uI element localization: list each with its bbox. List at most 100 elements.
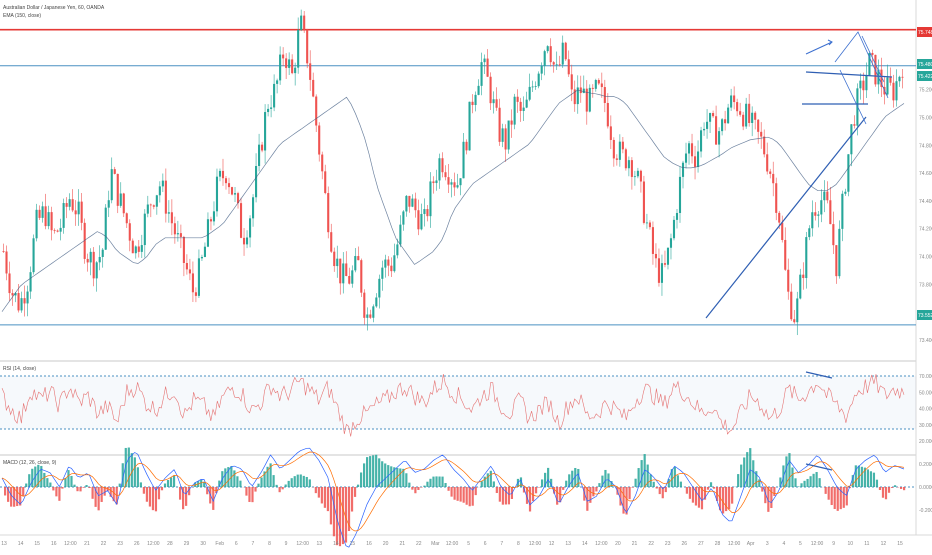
candle-body [535,86,537,87]
candle-body [886,78,888,95]
price-tick-label: 74.400 [919,199,932,205]
candle-body [228,183,230,187]
macd-histogram-bar [665,487,667,492]
candle-body [207,219,209,246]
macd-histogram-bar [251,487,253,502]
candle-body [357,256,359,260]
macd-legend-label[interactable]: MACD (12, 26, close, 9) [3,460,56,466]
candle-body [526,100,528,108]
candle-body [820,200,822,214]
time-tick-label: 12:00 [446,541,459,547]
macd-histogram-bar [55,487,57,496]
macd-histogram-bar [405,473,407,487]
macd-histogram-bar [454,487,456,500]
macd-histogram-bar [282,487,284,489]
candle-body [580,87,582,93]
candle-body [177,233,179,234]
candle-body [733,95,735,102]
candle-body [760,132,762,137]
macd-tick-label: 0.0000 [919,485,932,491]
candle-body [147,205,149,214]
candle-body [315,97,317,126]
macd-histogram-bar [656,487,658,489]
candle-body [348,276,350,284]
candle-body [387,260,389,266]
rsi-tick-label: 40.0000 [919,407,932,413]
candle-body [360,260,362,292]
macd-histogram-bar [303,476,305,487]
macd-histogram-bar [306,477,308,487]
macd-histogram-bar [333,487,335,536]
macd-histogram-bar [82,487,84,488]
candle-body [114,169,116,174]
macd-histogram-bar [873,473,875,487]
candle-body [267,109,269,112]
candle-body [339,259,341,284]
candle-body [135,246,137,253]
macd-histogram-bar [710,482,712,487]
macd-histogram-bar [200,480,202,487]
macd-histogram-bar [10,487,12,507]
candle-body [862,81,864,91]
candle-body [565,43,567,60]
macd-histogram-bar [653,482,655,487]
macd-histogram-bar [728,487,730,509]
candle-body [453,182,455,187]
macd-histogram-bar [61,487,63,489]
candle-body [369,314,371,317]
macd-histogram-bar [4,487,6,495]
candle-body [727,108,729,124]
time-tick-label: 26 [134,541,140,547]
macd-histogram-bar [137,467,139,487]
macd-histogram-bar [423,486,425,487]
macd-histogram-bar [529,487,531,511]
candle-body [168,212,170,213]
candle-body [478,86,480,95]
candle-body [643,181,645,222]
rsi-legend-label[interactable]: RSI (14, close) [3,366,36,372]
macd-histogram-bar [167,480,169,487]
candle-body [138,246,140,251]
macd-histogram-bar [360,472,362,487]
macd-histogram-bar [779,477,781,487]
macd-histogram-bar [447,487,449,491]
macd-histogram-bar [749,448,751,487]
macd-histogram-bar [800,483,802,487]
candle-body [2,251,4,252]
candle-body [892,83,894,101]
candle-body [378,279,380,298]
candle-body [111,169,113,200]
macd-histogram-bar [429,479,431,487]
macd-histogram-bar [484,477,486,487]
macd-histogram-bar [46,478,48,487]
candle-body [141,245,143,252]
candle-body [279,55,281,81]
macd-histogram-bar [469,487,471,506]
candle-body [901,77,903,78]
candle-body [405,196,407,212]
ema-legend-label[interactable]: EMA (150, close) [3,13,41,19]
candle-body [288,59,290,68]
candle-body [51,212,53,230]
candle-body [81,202,83,223]
macd-histogram-bar [508,487,510,504]
macd-histogram-bar [562,487,564,490]
candle-body [547,46,549,51]
candle-body [312,80,314,97]
candle-body [96,262,98,278]
candle-body [99,257,101,262]
candle-body [225,178,227,183]
candle-body [604,87,606,103]
time-tick-label: 10 [847,541,853,547]
macd-histogram-bar [831,487,833,505]
time-tick-label: 21 [632,541,638,547]
macd-histogram-bar [903,487,905,490]
candle-body [676,213,678,220]
macd-histogram-bar [297,475,299,487]
candle-body [865,75,867,90]
time-tick-label: 6 [235,541,238,547]
candle-body [610,126,612,140]
